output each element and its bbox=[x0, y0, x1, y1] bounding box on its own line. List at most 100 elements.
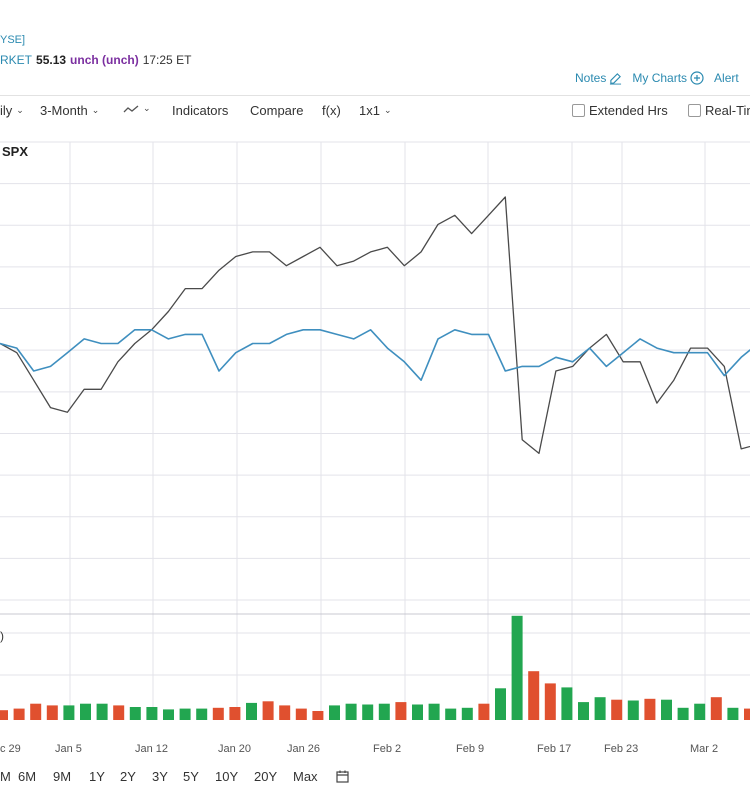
last-price: 55.13 bbox=[36, 53, 67, 67]
volume-bar bbox=[80, 703, 91, 720]
period-button[interactable]: M bbox=[0, 769, 11, 784]
volume-bar bbox=[0, 710, 8, 720]
volume-bar bbox=[163, 709, 174, 720]
price-lines bbox=[0, 196, 750, 455]
compare-button[interactable]: Compare bbox=[250, 103, 304, 118]
volume-pane-label: ) bbox=[0, 629, 4, 643]
chart-symbol-label: SPX bbox=[2, 144, 28, 159]
volume-bar bbox=[644, 698, 656, 720]
real-time-checkbox[interactable] bbox=[688, 104, 701, 117]
x-tick-label: Feb 9 bbox=[456, 743, 484, 755]
price-change: unch (unch) bbox=[70, 53, 139, 67]
layout-label: 1x1 bbox=[359, 103, 380, 118]
range-label: 3-Month bbox=[40, 103, 88, 118]
chart-grid bbox=[0, 141, 750, 720]
extended-hours-label: Extended Hrs bbox=[589, 103, 668, 118]
my-charts-button[interactable]: My Charts bbox=[632, 71, 704, 85]
x-tick-label: Jan 5 bbox=[55, 743, 82, 755]
primary-series-line bbox=[0, 196, 750, 455]
interval-label: ily bbox=[0, 103, 13, 118]
volume-bar bbox=[445, 708, 457, 720]
volume-bar bbox=[561, 687, 573, 720]
period-button[interactable]: 5Y bbox=[183, 769, 199, 784]
volume-bar bbox=[594, 697, 606, 720]
volume-bar bbox=[511, 615, 523, 720]
period-button[interactable]: 9M bbox=[53, 769, 72, 784]
chevron-down-icon: ⌄ bbox=[91, 105, 100, 115]
range-dropdown[interactable]: 3-Month ⌄ bbox=[40, 103, 99, 118]
period-button[interactable]: 20Y bbox=[254, 769, 278, 784]
volume-bar bbox=[694, 703, 706, 720]
calendar-icon[interactable] bbox=[336, 770, 349, 786]
chevron-down-icon: ⌄ bbox=[16, 105, 24, 115]
volume-bar bbox=[495, 688, 506, 720]
volume-bar bbox=[677, 707, 689, 720]
volume-bar bbox=[30, 703, 42, 720]
quote-line: RKET 55.13 unch (unch) 17:25 ET bbox=[0, 53, 191, 67]
chevron-down-icon: ⌄ bbox=[383, 105, 392, 115]
spx-series-line bbox=[0, 329, 750, 381]
volume-bar bbox=[362, 704, 374, 720]
x-tick-label: Feb 17 bbox=[537, 743, 571, 755]
volume-bar bbox=[262, 701, 274, 720]
notes-label: Notes bbox=[575, 71, 607, 85]
period-button[interactable]: 1Y bbox=[89, 769, 105, 784]
volume-bar bbox=[744, 708, 750, 720]
chart-toolbar: ily ⌄ 3-Month ⌄ ⌄ Indicators Compare f(x… bbox=[0, 103, 750, 125]
volume-bar bbox=[196, 708, 208, 720]
volume-bar bbox=[710, 697, 722, 720]
line-chart-icon bbox=[123, 105, 139, 112]
x-tick-label: Feb 2 bbox=[373, 743, 401, 755]
x-tick-label: Jan 26 bbox=[287, 743, 320, 755]
volume-bar bbox=[661, 699, 672, 720]
volume-bar bbox=[412, 704, 423, 720]
notes-button[interactable]: Notes bbox=[575, 71, 622, 85]
extended-hours-toggle[interactable]: Extended Hrs bbox=[572, 103, 668, 118]
header-actions: Notes My Charts Alert bbox=[575, 71, 739, 85]
real-time-label: Real-Tin bbox=[705, 103, 750, 118]
quote-time: 17:25 ET bbox=[142, 53, 192, 67]
volume-bar bbox=[96, 703, 108, 720]
period-button[interactable]: 3Y bbox=[152, 769, 168, 784]
alert-button[interactable]: Alert bbox=[714, 71, 739, 85]
volume-bar bbox=[329, 705, 340, 720]
volume-bar bbox=[528, 671, 540, 720]
volume-bar bbox=[179, 708, 191, 720]
volume-bar bbox=[229, 707, 241, 720]
chart-style-dropdown[interactable]: ⌄ bbox=[123, 103, 151, 114]
period-button[interactable]: Max bbox=[293, 769, 318, 784]
x-tick-label: Jan 12 bbox=[135, 743, 168, 755]
extended-hours-checkbox[interactable] bbox=[572, 104, 585, 117]
edit-icon bbox=[610, 72, 622, 85]
volume-bar bbox=[544, 683, 556, 720]
real-time-toggle[interactable]: Real-Tin bbox=[688, 103, 750, 118]
interval-dropdown[interactable]: ily ⌄ bbox=[0, 103, 24, 118]
alert-label: Alert bbox=[714, 71, 739, 85]
volume-bar bbox=[46, 705, 58, 720]
market-label: RKET bbox=[0, 53, 33, 67]
volume-bar bbox=[129, 707, 141, 720]
volume-bar bbox=[246, 702, 257, 720]
volume-bar bbox=[378, 703, 390, 720]
volume-bar bbox=[395, 702, 407, 720]
layout-dropdown[interactable]: 1x1 ⌄ bbox=[359, 103, 392, 118]
volume-bar bbox=[279, 705, 291, 720]
volume-bar bbox=[13, 708, 25, 720]
volume-bar bbox=[295, 708, 307, 720]
indicators-button[interactable]: Indicators bbox=[172, 103, 229, 118]
period-button[interactable]: 2Y bbox=[120, 769, 136, 784]
volume-bar bbox=[146, 707, 158, 720]
volume-bars bbox=[0, 615, 750, 720]
price-chart[interactable]: SPX ) c 29 Jan 5 Jan 12 Jan 20 Jan 26 Feb 2 Fe… bbox=[0, 130, 750, 760]
volume-bar bbox=[63, 705, 75, 720]
volume-bar bbox=[212, 707, 224, 720]
add-circle-icon bbox=[690, 71, 704, 85]
period-button[interactable]: 10Y bbox=[215, 769, 239, 784]
exchange-label: YSE] bbox=[0, 34, 26, 46]
x-axis-labels: c 29 Jan 5 Jan 12 Jan 20 Jan 26 Feb 2 Feb 9 Feb… bbox=[0, 743, 718, 755]
function-button[interactable]: f(x) bbox=[322, 103, 341, 118]
volume-bar bbox=[461, 707, 473, 720]
x-tick-label: c 29 bbox=[0, 743, 21, 755]
volume-bar bbox=[478, 703, 490, 720]
period-button[interactable]: 6M bbox=[18, 769, 37, 784]
